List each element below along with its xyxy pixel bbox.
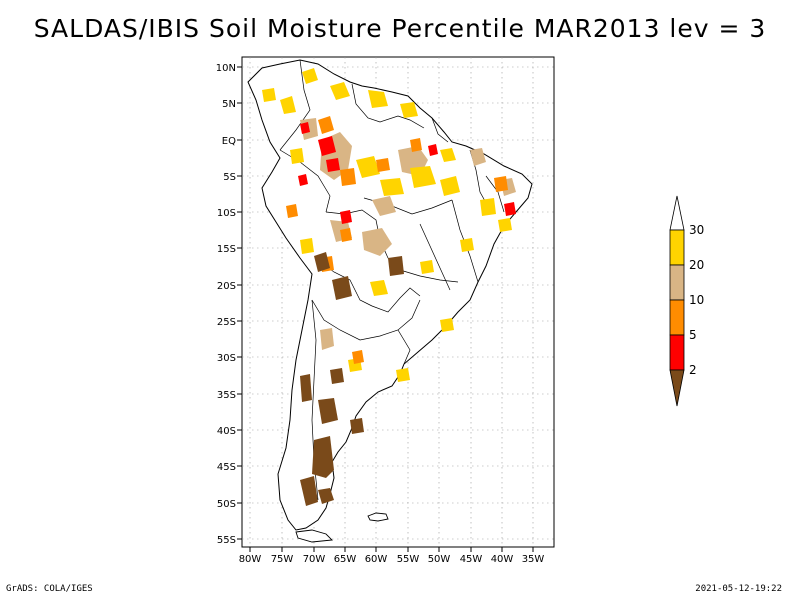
lat-label: 45S bbox=[217, 462, 236, 473]
legend-swatch bbox=[669, 334, 685, 371]
lat-label: 35S bbox=[217, 390, 236, 401]
lon-label: 55W bbox=[397, 554, 420, 565]
lon-label: 45W bbox=[460, 554, 483, 565]
map-title: SALDAS/IBIS Soil Moisture Percentile MAR… bbox=[33, 14, 767, 43]
lat-label: 20S bbox=[217, 281, 236, 292]
legend-swatch bbox=[669, 229, 685, 266]
legend-label: 5 bbox=[689, 328, 697, 342]
tick-marks bbox=[237, 66, 534, 552]
footer-timestamp: 2021-05-12-19:22 bbox=[695, 584, 782, 594]
shade-20-30 bbox=[262, 68, 512, 382]
lon-labels: 80W 75W 70W 65W 60W 55W 50W 45W 40W 35W bbox=[239, 554, 545, 565]
lon-label: 50W bbox=[428, 554, 451, 565]
shade-2-5 bbox=[298, 122, 516, 224]
lat-label: 10N bbox=[216, 63, 236, 74]
legend-label: 30 bbox=[689, 223, 704, 237]
lat-labels: 10N 5N EQ 5S 10S 15S 20S 25S 30S 35S 40S… bbox=[216, 63, 236, 546]
legend-swatch bbox=[669, 369, 685, 407]
shade-5-10 bbox=[286, 116, 508, 364]
lon-label: 40W bbox=[491, 554, 514, 565]
color-legend: 30 20 10 5 2 bbox=[669, 195, 704, 407]
shaded-data bbox=[262, 68, 516, 506]
lat-label: 55S bbox=[217, 535, 236, 546]
legend-label: 20 bbox=[689, 258, 704, 272]
island-outline bbox=[295, 529, 333, 543]
legend-label: 10 bbox=[689, 293, 704, 307]
lat-label: 5N bbox=[222, 99, 236, 110]
lon-label: 70W bbox=[303, 554, 326, 565]
lat-label: 5S bbox=[223, 172, 236, 183]
lat-label: 50S bbox=[217, 499, 236, 510]
island-outline bbox=[367, 512, 389, 522]
lat-label: 10S bbox=[217, 208, 236, 219]
lon-label: 75W bbox=[271, 554, 294, 565]
lon-label: 60W bbox=[365, 554, 388, 565]
shade-below-2 bbox=[300, 252, 404, 506]
lat-label: 25S bbox=[217, 317, 236, 328]
lat-label: 15S bbox=[217, 244, 236, 255]
legend-swatch bbox=[669, 264, 685, 301]
legend-label: 2 bbox=[689, 363, 697, 377]
lat-label: 40S bbox=[217, 426, 236, 437]
lon-label: 65W bbox=[334, 554, 357, 565]
legend-swatch bbox=[669, 299, 685, 336]
lon-label: 35W bbox=[522, 554, 545, 565]
lon-label: 80W bbox=[239, 554, 262, 565]
lat-label: EQ bbox=[222, 136, 236, 147]
legend-swatch bbox=[669, 195, 685, 231]
lat-label: 30S bbox=[217, 353, 236, 364]
footer-credit: GrADS: COLA/IGES bbox=[6, 584, 93, 594]
